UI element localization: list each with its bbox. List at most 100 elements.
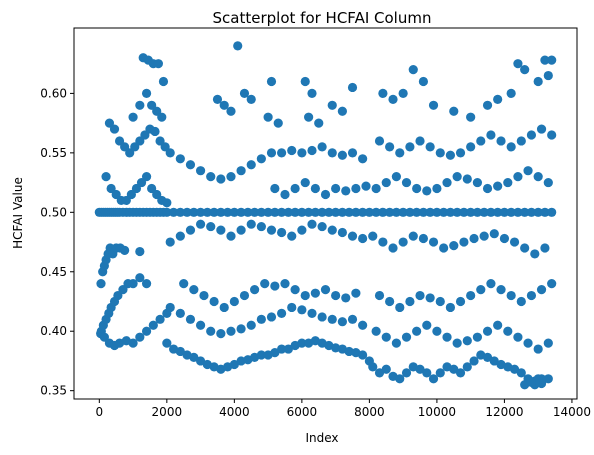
scatter-point [513, 332, 523, 342]
scatter-point [327, 100, 337, 110]
scatter-point [135, 100, 145, 110]
scatter-point [368, 362, 378, 372]
scatter-point [401, 368, 412, 378]
scatter-point [195, 356, 206, 366]
scatter-point [395, 302, 405, 313]
scatter-point [109, 124, 120, 134]
scatter-point [327, 148, 337, 158]
scatter-point [185, 314, 196, 324]
scatter-point [422, 186, 432, 196]
scatter-point [327, 225, 337, 235]
scatter-point [300, 177, 310, 188]
y-tick-label: 0.55 [40, 146, 67, 160]
scatter-point [320, 189, 331, 200]
x-tick-label: 10000 [418, 405, 456, 419]
scatter-point [418, 233, 428, 244]
scatter-point [533, 76, 543, 87]
scatter-point [246, 320, 256, 330]
scatter-point [128, 338, 138, 348]
scatter-point [385, 142, 395, 152]
scatter-point [540, 55, 550, 65]
scatter-point [209, 207, 219, 217]
scatter-point [520, 243, 530, 253]
scatter-point [314, 118, 324, 128]
scatter-point [547, 130, 557, 140]
scatter-point [482, 326, 493, 336]
x-tick-label: 14000 [553, 405, 591, 419]
scatter-point [182, 207, 192, 217]
y-axis-label: HCFAI Value [11, 177, 25, 249]
scatter-point [212, 94, 223, 104]
scatter-point [482, 183, 493, 194]
scatter-point [368, 231, 378, 241]
scatter-point [287, 145, 297, 156]
scatter-point [361, 181, 371, 191]
scatter-point [266, 148, 277, 158]
scatter-point [358, 320, 368, 330]
scatter-point [287, 231, 297, 241]
scatter-point [516, 368, 526, 378]
scatter-point [337, 317, 347, 327]
scatter-point [482, 100, 493, 110]
scatter-point [476, 136, 486, 146]
scatter-point [175, 308, 185, 318]
scatter-point [310, 183, 320, 194]
scatter-point [317, 221, 327, 232]
scatter-point [469, 233, 479, 244]
scatter-point [307, 145, 317, 156]
scatter-point [287, 302, 297, 313]
scatter-point [432, 207, 442, 217]
x-tick-label: 12000 [485, 405, 523, 419]
scatter-point [435, 368, 445, 378]
scatter-point [398, 237, 408, 247]
scatter-point [466, 112, 476, 122]
scatter-point [425, 293, 435, 303]
scatter-point [455, 148, 466, 158]
scatter-point [229, 296, 239, 307]
scatter-point [273, 118, 283, 128]
scatter-point [506, 207, 516, 217]
scatter-point [493, 181, 503, 191]
scatter-point [506, 142, 516, 152]
scatter-point [317, 142, 327, 152]
scatter-point [476, 285, 486, 295]
scatter-point [489, 229, 499, 239]
scatter-point [536, 285, 547, 295]
scatter-point [141, 279, 152, 289]
scatter-point [520, 65, 530, 75]
scatter-point [297, 225, 307, 235]
scatter-point [283, 207, 293, 217]
scatter-point [449, 106, 459, 116]
scatter-point [216, 225, 226, 235]
scatter-point [445, 302, 456, 313]
scatter-point [378, 207, 388, 217]
scatter-point [381, 332, 391, 342]
scatter-point [347, 314, 358, 324]
scatter-point [128, 112, 138, 122]
scatter-point [256, 221, 266, 232]
scatter-point [459, 207, 469, 217]
scatter-point [300, 76, 310, 87]
scatter-point [462, 336, 472, 346]
scatter-point [442, 332, 452, 342]
scatter-point [153, 59, 163, 69]
scatter-point [466, 142, 476, 152]
scatter-point [388, 243, 398, 253]
scatter-point [347, 231, 358, 241]
scatter-point [493, 320, 503, 330]
scatter-point [226, 172, 236, 182]
scatter-point [277, 344, 287, 354]
scatter-point [428, 237, 439, 247]
scatter-point [266, 225, 277, 235]
scatter-point [236, 225, 246, 235]
scatter-point [374, 368, 385, 378]
scatter-point [120, 245, 130, 255]
scatter-point [489, 356, 499, 366]
scatter-point [199, 290, 209, 301]
scatter-point [185, 225, 196, 235]
scatter-point [381, 364, 391, 374]
x-tick-label: 0 [95, 405, 103, 419]
scatter-point [418, 207, 428, 217]
scatter-point [408, 231, 418, 241]
